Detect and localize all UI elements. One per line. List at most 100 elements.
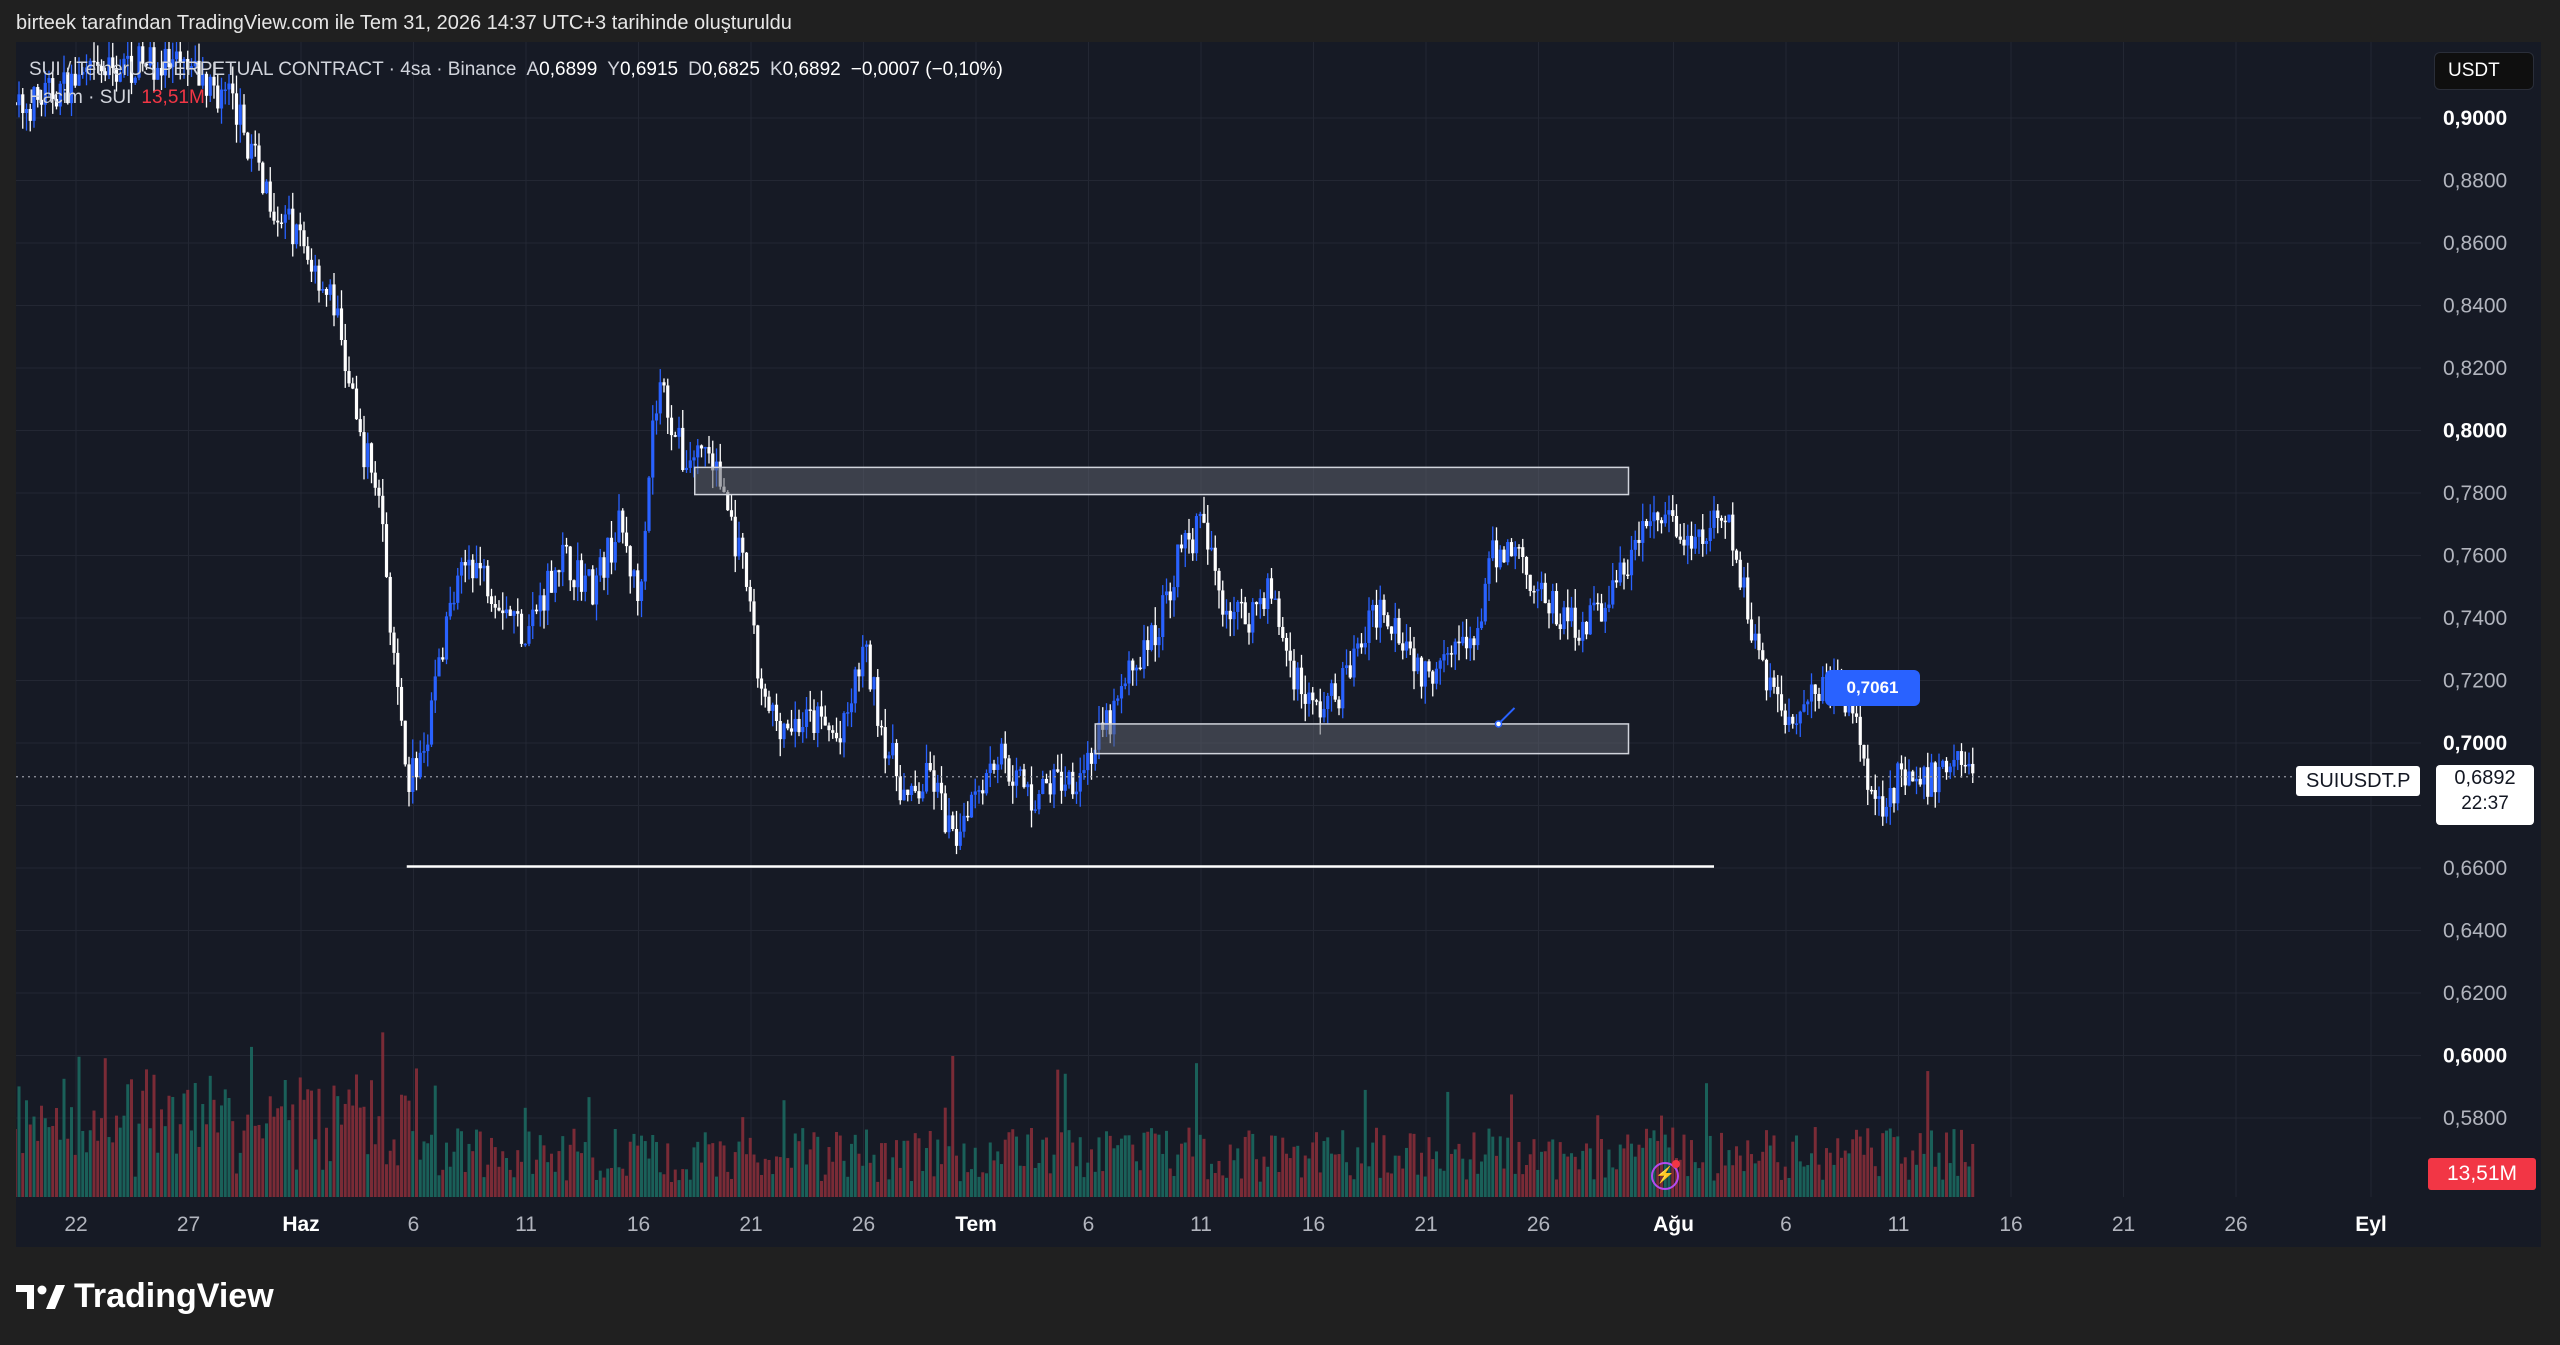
price-axis-label: 0,9000 [2443,107,2507,130]
candle-body [1757,633,1761,651]
volume-bar [1506,1137,1510,1197]
volume-bar [1457,1143,1461,1197]
volume-bar [508,1169,512,1197]
volume-bar [1412,1133,1416,1197]
price-axis-label: 0,8600 [2443,232,2507,255]
candle-body [1656,512,1660,521]
volume-bar [430,1134,433,1197]
legend-symbol[interactable]: SUI / TetherUS PERPETUAL CONTRACT · 4sa … [29,59,517,80]
candle-body [932,770,936,792]
volume-bar [358,1107,362,1197]
volume-bar [40,1105,43,1197]
volume-bar [1513,1173,1517,1197]
candle-body [197,60,201,86]
volume-label[interactable]: Hacim · SUI [29,87,132,108]
notification-dot [1672,1160,1680,1168]
candle-body [1014,770,1019,786]
candle-body [1963,764,1967,767]
volume-bar [1686,1176,1690,1197]
volume-bar [520,1161,523,1197]
candle-body [531,609,535,627]
candle-body [474,562,479,579]
volume-bar [141,1090,145,1197]
callout-stem [1497,707,1516,725]
candle-body [1761,650,1765,660]
candle-body [1093,749,1097,764]
last-price-label: 0,6892 22:37 [2436,765,2534,825]
candle-body [816,706,820,734]
volume-bar [1180,1143,1183,1197]
volume-bar [1723,1165,1727,1197]
candle-body [1206,522,1210,550]
volume-bar [1915,1164,1918,1197]
currency-selector[interactable]: USDT [2434,52,2534,90]
volume-bar [733,1152,737,1197]
volume-bar [325,1127,328,1197]
volume-bar [175,1153,178,1197]
volume-bar [28,1124,32,1197]
volume-bar [1840,1157,1843,1197]
candle-body [339,308,344,341]
volume-bar [1330,1153,1333,1197]
candle-body [714,461,719,471]
candle-body [707,447,711,454]
candle-body [1168,591,1172,601]
candle-body [403,720,407,765]
candle-body [1746,577,1750,620]
range-zone [694,466,1630,496]
candle-body [1457,641,1461,644]
volume-bar [565,1180,568,1197]
volume-bar [1045,1137,1048,1197]
volume-bar [925,1148,928,1197]
volume-bar [137,1123,141,1197]
candle-body [362,432,366,468]
candle-body [471,559,475,579]
candle-body [1063,784,1067,791]
candle-body [167,48,171,68]
volume-bar [1363,1089,1367,1197]
price-axis-label: 0,6000 [2443,1045,2507,1068]
candle-body [1712,510,1716,528]
candle-body [178,51,182,62]
price-callout[interactable]: 0,7061 [1825,670,1920,706]
price-axis-label: 0,6200 [2443,982,2507,1005]
volume-bar [377,1116,381,1197]
volume-bar [846,1176,850,1197]
candle-body [324,289,329,295]
candle-body [1821,677,1825,702]
volume-bar [100,1118,103,1197]
candle-body [396,652,400,687]
candle-body [1584,621,1589,635]
volume-bar [1240,1178,1243,1197]
price-chart[interactable]: 0,9000 0,8800 0,8600 0,8400 0,8200 0,8000 0,78… [16,42,2541,1247]
volume-bar [1528,1154,1532,1197]
candle-body [587,569,591,576]
volume-bar [943,1107,947,1197]
candle-body [486,565,490,597]
volume-bar [1018,1165,1022,1197]
candle-body [429,700,434,745]
volume-bar [1033,1167,1037,1197]
candle-body [1209,547,1214,550]
candle-body [1809,684,1814,702]
volume-bar [310,1090,313,1197]
volume-bar [1532,1139,1536,1197]
volume-bar [1645,1128,1648,1197]
volume-bar [163,1126,167,1197]
volume-bar [1303,1155,1307,1197]
candle-body [189,66,194,70]
volume-bar [1468,1159,1472,1197]
chart-area[interactable]: 0,9000 0,8800 0,8600 0,8400 0,8200 0,8000 0,78… [16,42,2541,1247]
candle-body [497,607,501,611]
candle-body [347,371,351,384]
candle-body [1641,521,1645,543]
candle-body [793,718,797,732]
candle-body [152,47,156,80]
candle-body [1599,603,1604,622]
volume-bar [1937,1152,1941,1197]
candle-body [264,181,269,194]
volume-bar [1318,1172,1322,1197]
lightning-icon[interactable]: ⚡ [1651,1162,1679,1190]
candle-body [729,510,734,517]
volume-bar [1435,1151,1438,1197]
